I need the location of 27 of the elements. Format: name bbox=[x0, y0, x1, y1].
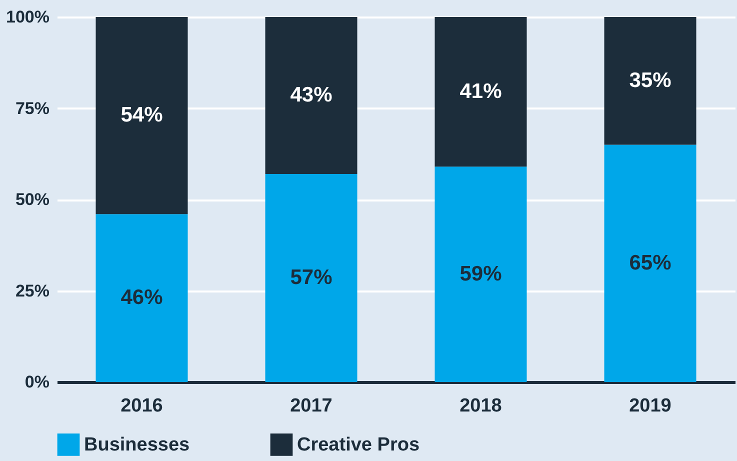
bar bbox=[265, 17, 358, 174]
data-label: 35% bbox=[629, 68, 672, 92]
x-tick-label: 2017 bbox=[290, 396, 332, 416]
data-label: 43% bbox=[290, 83, 333, 106]
legend-label: Creative Pros bbox=[297, 434, 420, 456]
bar bbox=[96, 17, 188, 214]
bar bbox=[604, 17, 696, 145]
bar bbox=[604, 144, 696, 382]
y-tick-label: 0% bbox=[24, 372, 50, 392]
bar bbox=[96, 214, 188, 382]
data-label: 54% bbox=[120, 104, 164, 127]
data-label: 46% bbox=[120, 286, 164, 310]
data-label: 57% bbox=[290, 266, 333, 289]
data-label: 59% bbox=[460, 262, 502, 286]
y-tick-label: 75% bbox=[15, 98, 50, 118]
y-tick-label: 50% bbox=[15, 190, 50, 209]
data-label: 41% bbox=[460, 80, 502, 103]
y-tick-label: 100% bbox=[6, 8, 50, 26]
bar bbox=[434, 166, 527, 382]
bar bbox=[265, 174, 358, 382]
data-label: 65% bbox=[629, 251, 672, 274]
y-tick-label: 25% bbox=[15, 281, 50, 300]
x-tick-label: 2019 bbox=[629, 396, 672, 416]
x-tick-label: 2018 bbox=[460, 396, 502, 416]
x-tick-label: 2016 bbox=[120, 396, 163, 416]
legend-label: Businesses bbox=[84, 434, 190, 456]
bar bbox=[434, 17, 527, 167]
